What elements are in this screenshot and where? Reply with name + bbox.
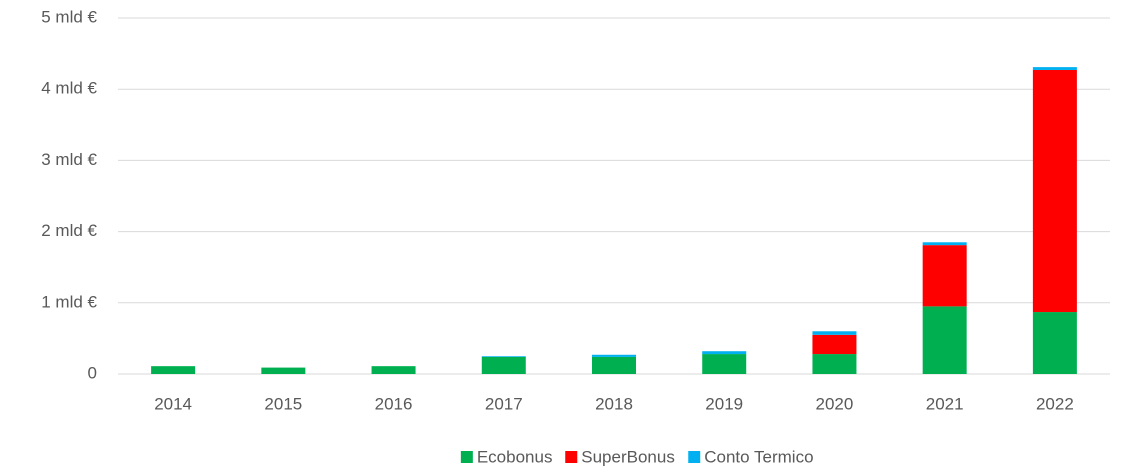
- bar-segment: [812, 354, 857, 374]
- legend-label: Ecobonus: [477, 447, 553, 466]
- x-tick-label: 2020: [816, 394, 854, 413]
- x-tick-label: 2018: [595, 394, 633, 413]
- x-tick-label: 2015: [264, 394, 302, 413]
- y-tick-label: 0: [88, 363, 97, 382]
- legend-swatch: [688, 451, 701, 463]
- y-tick-label: 1 mld €: [41, 292, 97, 311]
- bar-segment: [1032, 67, 1077, 70]
- legend-label: Conto Termico: [704, 447, 813, 466]
- bar-segment: [371, 366, 416, 374]
- bar-segment: [922, 245, 967, 307]
- legend-label: SuperBonus: [581, 447, 675, 466]
- y-tick-label: 4 mld €: [41, 79, 97, 98]
- bar-segment: [592, 354, 636, 357]
- y-tick-label: 2 mld €: [41, 221, 97, 240]
- bar-segment: [151, 366, 196, 374]
- bar-segment: [702, 351, 747, 355]
- bar-segment: [1032, 312, 1077, 374]
- y-tick-label: 3 mld €: [41, 150, 97, 169]
- bar-segment: [812, 334, 857, 355]
- x-tick-label: 2017: [485, 394, 523, 413]
- x-tick-label: 2016: [375, 394, 413, 413]
- bar-segment: [922, 306, 967, 374]
- y-tick-label: 5 mld €: [41, 7, 97, 26]
- x-tick-label: 2014: [154, 394, 192, 413]
- legend-swatch: [460, 451, 473, 463]
- bar-segment: [812, 331, 857, 335]
- bar-segment: [922, 242, 967, 246]
- bar-segment: [1032, 69, 1077, 313]
- bar-segment: [481, 356, 526, 374]
- x-tick-label: 2022: [1036, 394, 1074, 413]
- x-tick-label: 2021: [926, 394, 964, 413]
- bar-segment: [261, 367, 306, 374]
- bar-segment: [592, 356, 636, 374]
- bar-segment: [702, 354, 747, 374]
- x-tick-label: 2019: [705, 394, 743, 413]
- bar-segment: [481, 356, 526, 357]
- legend-swatch: [565, 451, 578, 463]
